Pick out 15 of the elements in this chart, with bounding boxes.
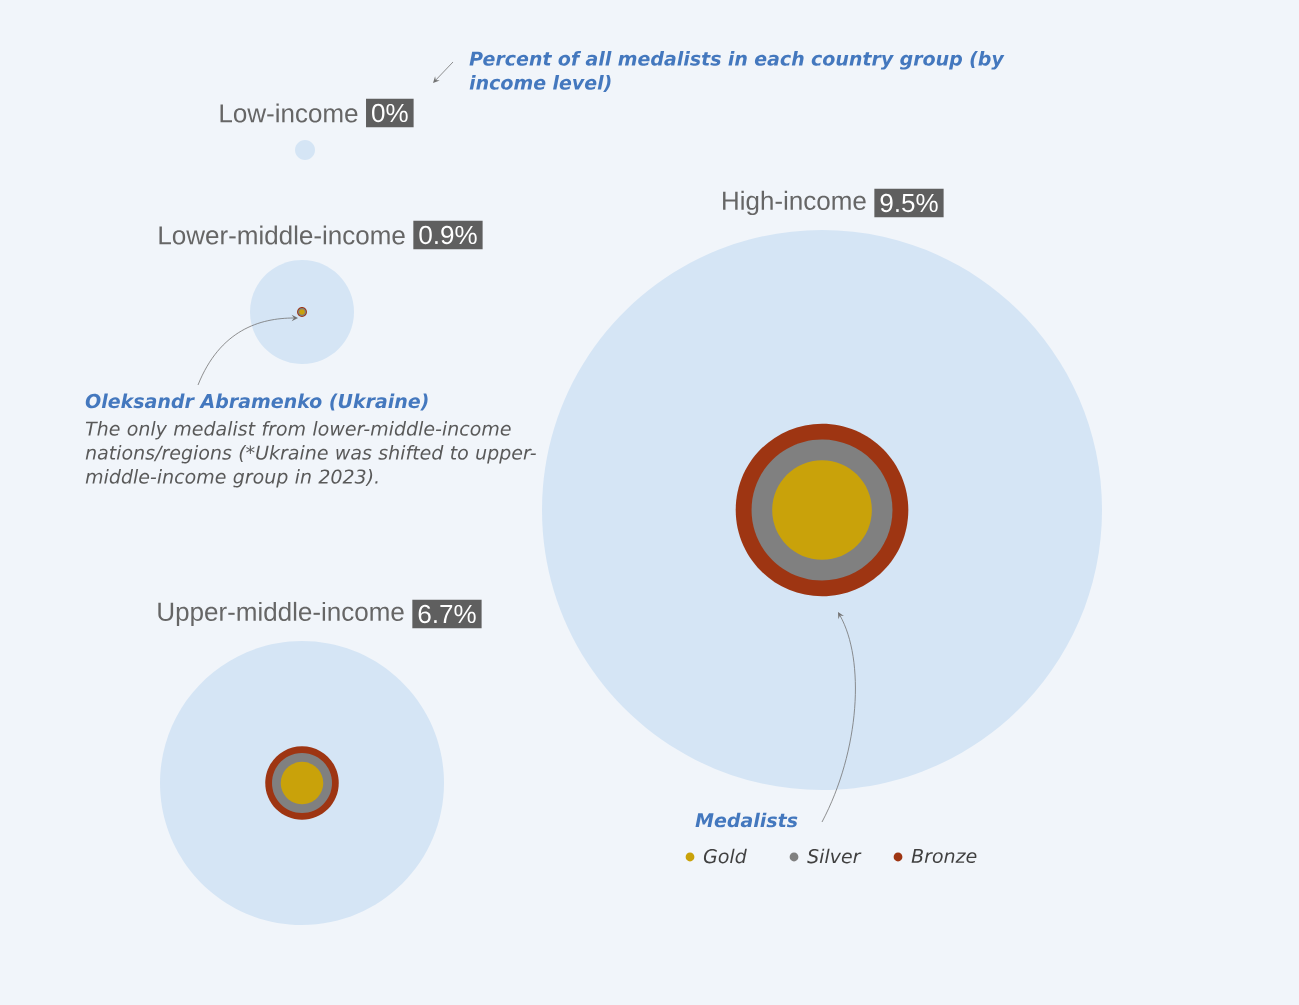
- text: Percent of all medalists in each country group (by income level): [469, 51, 1005, 93]
- data-label: 6.7%: [418, 604, 476, 624]
- legend-label: Bronze: [911, 848, 977, 864]
- text: The only medalist from lower-middle-income nations/regions (*Ukraine was shifted to upper-middle-income group in 2023).: [85, 421, 536, 488]
- text: Oleksandr Abramenko (Ukraine): [85, 393, 428, 411]
- legend-label: Gold: [703, 848, 747, 864]
- category-label: Lower-middle-income: [159, 225, 405, 245]
- data-label: 0.9%: [419, 225, 477, 245]
- data-label: 0%: [372, 103, 408, 123]
- category-label: Low-income: [220, 103, 358, 123]
- category-label: Upper-middle-income: [158, 601, 404, 627]
- legend-title: Medalists: [695, 812, 798, 828]
- data-label: 9.5%: [880, 193, 938, 213]
- category-label: High-income: [723, 190, 866, 216]
- legend-label: Silver: [807, 848, 862, 864]
